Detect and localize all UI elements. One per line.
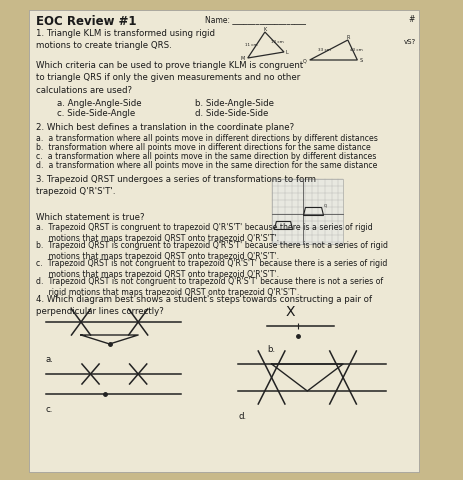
Text: R: R <box>345 35 349 40</box>
Text: Name: ___________________: Name: ___________________ <box>205 15 305 24</box>
Text: b.: b. <box>266 344 275 353</box>
Text: a. Angle-Angle-Side: a. Angle-Angle-Side <box>57 99 142 108</box>
Text: c.: c. <box>46 404 53 413</box>
Text: c. Side-Side-Angle: c. Side-Side-Angle <box>57 109 135 118</box>
Text: 43 cm: 43 cm <box>349 48 362 52</box>
Text: #: # <box>407 15 413 24</box>
Text: d.: d. <box>238 411 246 420</box>
Text: a.: a. <box>46 354 54 363</box>
Text: 2. Which best defines a translation in the coordinate plane?: 2. Which best defines a translation in t… <box>36 123 294 132</box>
Text: d.  a transformation where all points move in the same direction for the same di: d. a transformation where all points mov… <box>36 161 377 169</box>
FancyBboxPatch shape <box>271 180 342 244</box>
Text: Q: Q <box>302 59 306 63</box>
Text: c.  a transformation where all points move in the same direction by different di: c. a transformation where all points mov… <box>36 152 376 161</box>
Text: 1. Triangle KLM is transformed using rigid
motions to create triangle QRS.: 1. Triangle KLM is transformed using rig… <box>36 29 215 50</box>
Text: Which statement is true?: Which statement is true? <box>36 213 144 222</box>
Text: L: L <box>285 50 288 55</box>
Text: a.  Trapezoid QRST is congruent to trapezoid Q'R'S'T' because there is a series : a. Trapezoid QRST is congruent to trapez… <box>36 223 372 243</box>
Text: M: M <box>240 56 244 61</box>
FancyBboxPatch shape <box>29 11 419 472</box>
Text: 33 cm: 33 cm <box>317 48 330 52</box>
Text: 4. Which diagram best shows a student's steps towards constructing a pair of
per: 4. Which diagram best shows a student's … <box>36 294 371 316</box>
Text: c.  Trapezoid QRST is not congruent to trapezoid Q'R'S'T' because there is a ser: c. Trapezoid QRST is not congruent to tr… <box>36 258 387 279</box>
Text: b.  Trapezoid QRST is congruent to trapezoid Q'R'S'T' because there is not a ser: b. Trapezoid QRST is congruent to trapez… <box>36 240 388 261</box>
Text: a.  a transformation where all points move in different directions by different : a. a transformation where all points mov… <box>36 134 377 143</box>
Text: d.  Trapezoid QRST is not congruent to trapezoid Q'R'S'T' because there is not a: d. Trapezoid QRST is not congruent to tr… <box>36 276 382 297</box>
Text: EOC Review #1: EOC Review #1 <box>36 15 137 28</box>
Text: 3. Trapezoid QRST undergoes a series of transformations to form
trapezoid Q'R'S': 3. Trapezoid QRST undergoes a series of … <box>36 175 315 196</box>
Text: vS?: vS? <box>403 39 415 45</box>
Text: Q': Q' <box>323 203 327 207</box>
Text: K: K <box>263 27 266 32</box>
Text: b.  transformation where all points move in different directions for the same di: b. transformation where all points move … <box>36 143 370 152</box>
Text: 11 cm: 11 cm <box>245 43 257 47</box>
Text: Which criteria can be used to prove triangle KLM is congruent
to triangle QRS if: Which criteria can be used to prove tria… <box>36 61 303 95</box>
Text: d. Side-Side-Side: d. Side-Side-Side <box>195 109 268 118</box>
Text: X: X <box>285 304 295 318</box>
Text: 12 cm: 12 cm <box>270 40 283 44</box>
Text: S: S <box>358 59 362 63</box>
Text: b. Side-Angle-Side: b. Side-Angle-Side <box>195 99 274 108</box>
